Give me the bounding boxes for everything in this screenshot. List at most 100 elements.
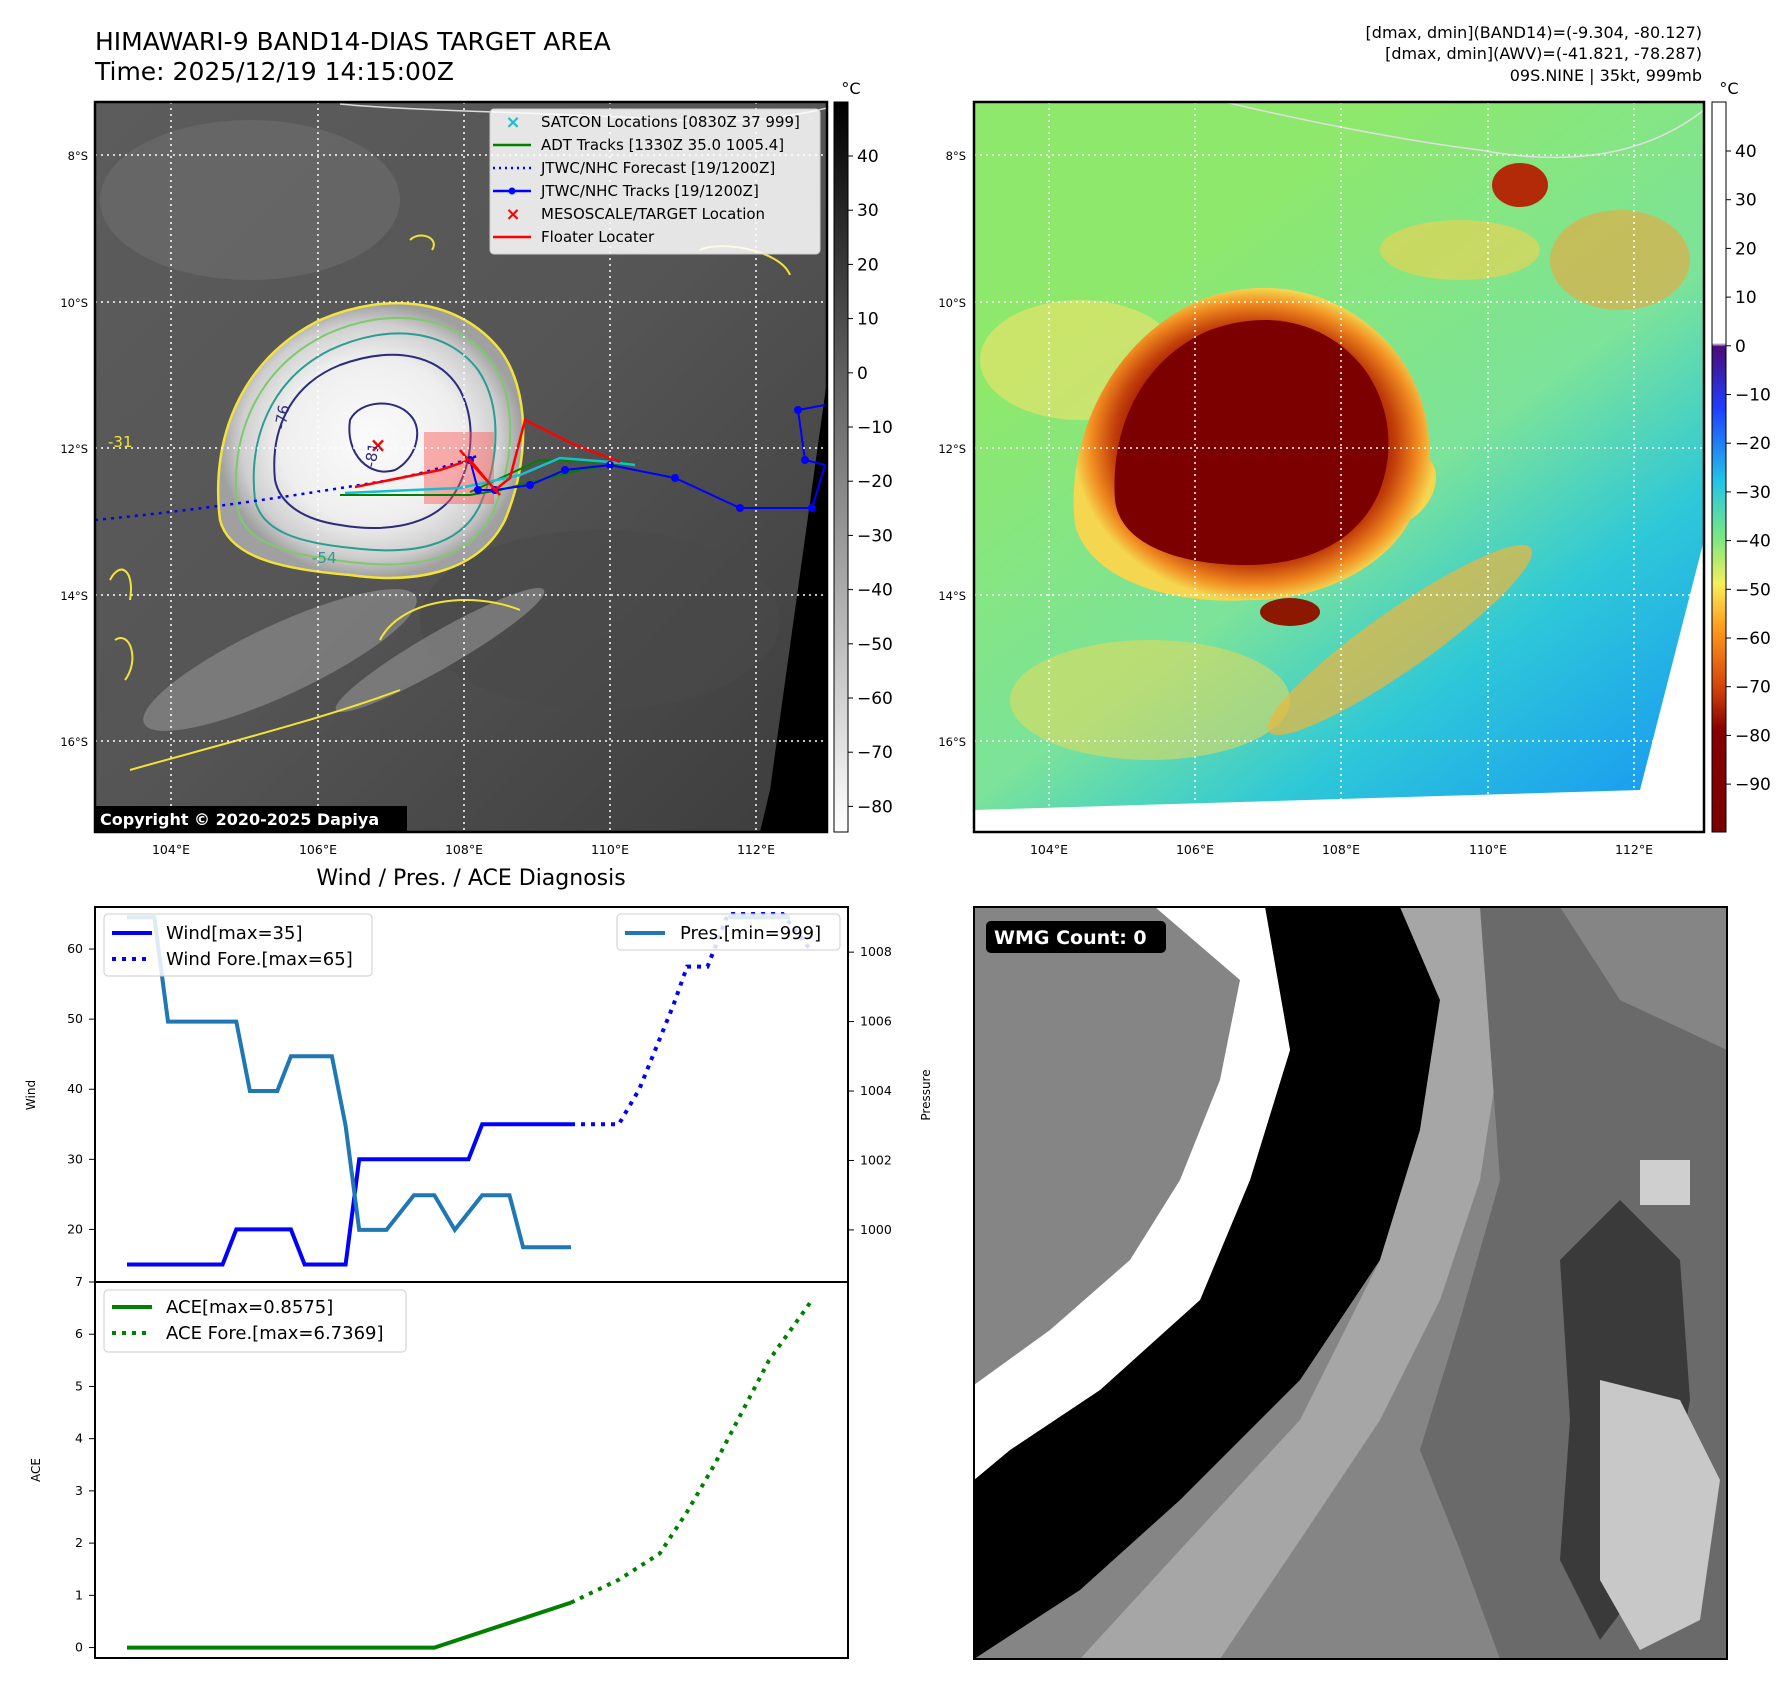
contour-label-31: -31 — [108, 433, 133, 451]
y-tick-label: 3 — [75, 1483, 83, 1498]
colorbar-tick-label: 20 — [1735, 239, 1757, 259]
ir-lon-label: 104°E — [152, 842, 190, 857]
title-line-1: HIMAWARI-9 BAND14-DIAS TARGET AREA — [95, 27, 611, 56]
colorbar-tick-label: −30 — [1735, 483, 1771, 503]
legend-marker-x: × — [505, 112, 520, 133]
legend-entry-label: SATCON Locations [0830Z 37 999] — [541, 113, 800, 131]
colorbar-tick-label: 40 — [1735, 142, 1757, 162]
contour-label-76: -76 — [271, 403, 293, 430]
wind-legend: Wind[max=35] Wind Fore.[max=65] — [103, 913, 373, 977]
series-line-wind-max-35 — [127, 1122, 571, 1267]
ir-lat-labels: 8°S 10°S 12°S 14°S 16°S — [60, 149, 88, 749]
awv-coastline — [1224, 102, 1704, 159]
wmg-panel: WMG Count: 0 — [973, 906, 1728, 1660]
awv-lon-label: 110°E — [1469, 842, 1507, 857]
ir-no-data-region — [760, 380, 827, 832]
y-right-tick-label: 1008 — [860, 944, 892, 959]
pressure-axis-label: Pressure — [919, 1069, 933, 1120]
y-tick-label: 30 — [67, 1151, 83, 1166]
awv-lon-label: 104°E — [1030, 842, 1068, 857]
y-tick-label: 2 — [75, 1535, 83, 1550]
legend-entry-label: Floater Locater — [541, 228, 655, 246]
wmg-count-label: WMG Count: 0 — [994, 927, 1147, 949]
wmg-band-black — [974, 907, 1440, 1659]
colorbar-tick-label: −10 — [1735, 386, 1771, 406]
ir-floater-track — [354, 418, 621, 496]
ir-lat-label: 12°S — [60, 442, 88, 456]
awv-lat-label: 16°S — [938, 735, 966, 749]
ir-map-panel: × -31 -54 -76 -81 Copyright © 2020-2025 … — [93, 100, 829, 834]
colorbar-tick-label: −50 — [1735, 580, 1771, 600]
pressure-legend: Pres.[min=999] — [616, 913, 841, 951]
colorbar-tick-label: −40 — [857, 581, 893, 601]
awv-lat-label: 14°S — [938, 589, 966, 603]
awv-lon-label: 108°E — [1322, 842, 1360, 857]
colorbar-tick-label: −20 — [857, 472, 893, 492]
y-tick-label: 0 — [75, 1640, 83, 1655]
awv-lat-labels: 8°S 10°S 12°S 14°S 16°S — [938, 149, 966, 749]
colorbar-tick-label: −60 — [857, 689, 893, 709]
ir-lon-label: 112°E — [737, 842, 775, 857]
y-tick-label: 40 — [67, 1081, 83, 1096]
color-colorbar-unit: °C — [1719, 79, 1738, 98]
info-line-2: [dmax, dmin](AWV)=(-41.821, -78.287) — [1385, 44, 1702, 63]
ir-legend: × SATCON Locations [0830Z 37 999] ADT Trac… — [489, 108, 821, 255]
legend-marker-x: × — [505, 204, 520, 225]
colorbar-tick-label: −70 — [1735, 678, 1771, 698]
y-tick-label: 7 — [75, 1274, 83, 1289]
colorbar-tick-label: −40 — [1735, 532, 1771, 552]
color-colorbar: °C 40 30 20 10 0 −10 −20 −30 −40 −50 −60 −70 −80 −90 — [1711, 79, 1771, 833]
ir-lat-label: 8°S — [68, 149, 88, 163]
colorbar-tick-label: 30 — [1735, 191, 1757, 211]
colorbar-tick-label: 30 — [857, 201, 879, 221]
colorbar-tick-label: −80 — [857, 797, 893, 817]
legend-wind-label: Wind[max=35] — [166, 923, 303, 944]
wmg-frame — [973, 906, 1728, 1660]
y-right-tick-label: 1004 — [860, 1083, 892, 1098]
wmg-band-lightgray — [1080, 907, 1500, 1659]
gray-colorbar: °C 40 30 20 10 0 −10 −20 −30 −40 −50 −60 −70 −80 — [833, 79, 893, 833]
legend-entry-label: ADT Tracks [1330Z 35.0 1005.4] — [541, 136, 784, 154]
colorbar-tick-label: −70 — [857, 743, 893, 763]
ir-lon-label: 110°E — [591, 842, 629, 857]
awv-lon-label: 112°E — [1615, 842, 1653, 857]
y-right-tick-label: 1000 — [860, 1222, 892, 1237]
colorbar-tick-label: 40 — [857, 147, 879, 167]
colorbar-tick-label: 0 — [1735, 337, 1746, 357]
awv-map-panel — [972, 100, 1706, 834]
legend-entry-label: JTWC/NHC Forecast [19/1200Z] — [540, 159, 775, 177]
ir-lat-label: 14°S — [60, 589, 88, 603]
wind-axis-label: Wind — [24, 1080, 38, 1110]
legend-wind-fore-label: Wind Fore.[max=65] — [166, 949, 353, 970]
colorbar-tick-label: −10 — [857, 418, 893, 438]
ir-lon-label: 106°E — [299, 842, 337, 857]
colorbar-tick-label: −30 — [857, 526, 893, 546]
colorbar-tick-label: −60 — [1735, 629, 1771, 649]
ir-lon-label: 108°E — [445, 842, 483, 857]
ace-chart: ACE 7 6 5 4 3 2 1 0 ACE[max=0.8575] ACE Fore.[m… — [29, 1274, 849, 1659]
awv-lon-label: 106°E — [1176, 842, 1214, 857]
wmg-count-badge — [986, 921, 1166, 953]
legend-ace-fore-label: ACE Fore.[max=6.7369] — [166, 1323, 384, 1344]
info-line-1: [dmax, dmin](BAND14)=(-9.304, -80.127) — [1366, 23, 1702, 42]
y-tick-label: 1 — [75, 1587, 83, 1602]
awv-lon-labels: 104°E 106°E 108°E 110°E 112°E — [1030, 842, 1653, 857]
info-line-3: 09S.NINE | 35kt, 999mb — [1510, 66, 1702, 85]
awv-map-frame — [972, 100, 1706, 834]
series-line-ace-fore-max-6-7369 — [570, 1301, 812, 1605]
colorbar-tick-label: 20 — [857, 255, 879, 275]
y-tick-label: 4 — [75, 1431, 83, 1446]
y-tick-label: 20 — [67, 1221, 83, 1236]
ir-map-frame — [93, 100, 829, 834]
ir-lat-label: 10°S — [60, 296, 88, 310]
diagnosis-title: Wind / Pres. / ACE Diagnosis — [316, 866, 625, 891]
series-line-ace-max-0-8575 — [127, 1600, 572, 1650]
wmg-patch — [1640, 1160, 1690, 1205]
wind-pressure-chart: Wind / Pres. / ACE Diagnosis Wind Pressu… — [24, 866, 933, 1283]
colorbar-tick-label: −20 — [1735, 434, 1771, 454]
ir-contour-54 — [252, 332, 497, 552]
colorbar-tick-label: −80 — [1735, 726, 1771, 746]
wmg-band-silver — [1600, 1380, 1720, 1650]
y-tick-label: 6 — [75, 1326, 83, 1341]
gray-colorbar-unit: °C — [841, 79, 860, 98]
